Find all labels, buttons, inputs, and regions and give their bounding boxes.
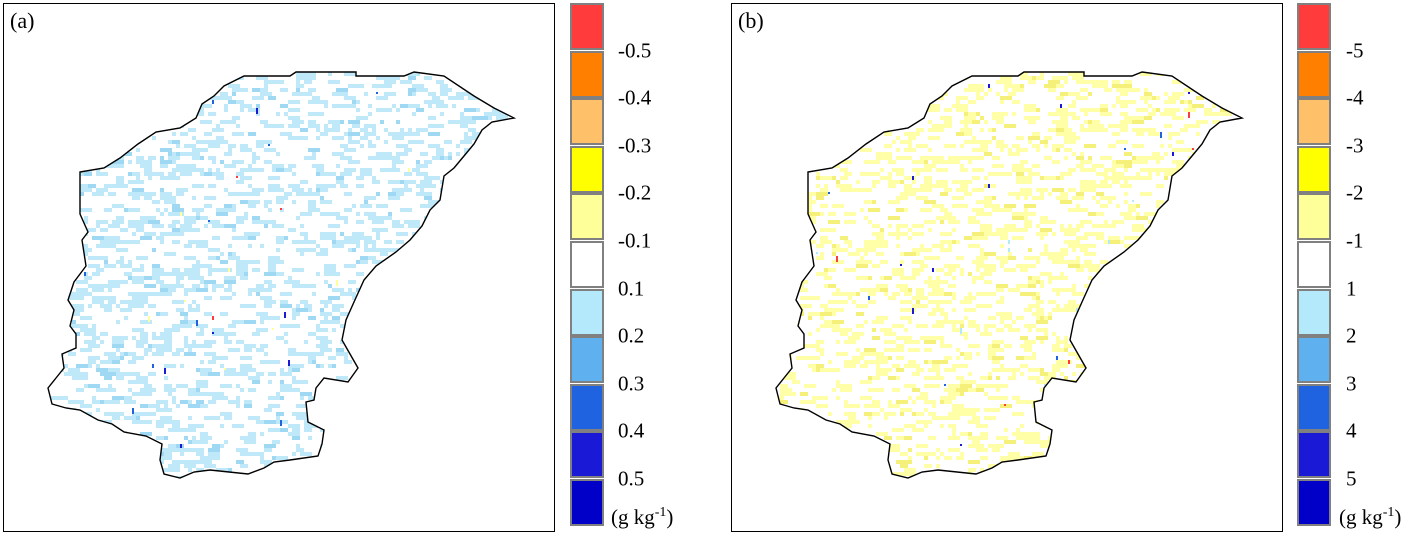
colorbar-swatch — [570, 241, 604, 288]
colorbar-tick-label: -0.5 — [618, 38, 652, 63]
colorbar-swatch — [1297, 145, 1331, 193]
colorbar-tick-label: -5 — [1346, 38, 1364, 63]
colorbar-swatch — [1297, 431, 1331, 479]
colorbar-swatch — [570, 383, 604, 431]
colorbar-tick-label: -4 — [1346, 85, 1364, 110]
colorbar-unit-a: (g kg-1) — [611, 505, 674, 529]
colorbar-tick-label: 0.4 — [618, 418, 645, 443]
colorbar-swatch — [570, 431, 604, 479]
colorbar-swatch — [570, 479, 604, 526]
colorbar-swatch — [570, 98, 604, 146]
map-pixel-field — [48, 72, 514, 478]
colorbar-tick-label: -0.2 — [618, 180, 652, 205]
colorbar-swatch — [1297, 193, 1331, 241]
colorbar-tick-label: 3 — [1346, 371, 1357, 396]
map-pixel-field — [776, 72, 1242, 478]
colorbar-swatch — [570, 336, 604, 384]
colorbar-swatch — [570, 50, 604, 98]
colorbar-tick-label: -1 — [1346, 228, 1364, 253]
colorbar-tick-label: 1 — [1346, 276, 1357, 301]
colorbar-tick-label: 5 — [1346, 466, 1357, 491]
colorbar-unit-b: (g kg-1) — [1339, 505, 1402, 529]
colorbar-swatch — [1297, 241, 1331, 288]
colorbar-swatch — [1297, 98, 1331, 146]
map-b — [775, 71, 1245, 479]
region-boundary — [775, 71, 1245, 479]
colorbar-swatch — [570, 145, 604, 193]
colorbar-tick-label: 0.2 — [618, 323, 645, 348]
colorbar-swatch — [570, 193, 604, 241]
colorbar-tick-label: -2 — [1346, 180, 1364, 205]
colorbar-tick-label: -0.3 — [618, 133, 652, 158]
colorbar-tick-label: -0.1 — [618, 228, 652, 253]
colorbar-tick-label: 0.5 — [618, 466, 645, 491]
colorbar-swatch — [1297, 288, 1331, 336]
colorbar-tick-label: 0.3 — [618, 371, 645, 396]
colorbar-swatch — [1297, 336, 1331, 384]
colorbar-tick-label: -3 — [1346, 133, 1364, 158]
colorbar-tick-label: 2 — [1346, 323, 1357, 348]
colorbar-swatch — [1297, 50, 1331, 98]
colorbar-swatch — [570, 3, 604, 50]
colorbar-swatch — [1297, 3, 1331, 50]
colorbar-swatch — [1297, 383, 1331, 431]
colorbar-swatch — [1297, 479, 1331, 526]
region-boundary — [47, 71, 517, 479]
map-a — [47, 71, 517, 479]
panel-label-b: (b) — [738, 8, 764, 33]
map-panel-b: (b) — [731, 3, 1283, 532]
colorbar-tick-label: -0.4 — [618, 85, 652, 110]
colorbar-swatch — [570, 288, 604, 336]
map-panel-a: (a) — [3, 3, 555, 532]
colorbar-tick-label: 4 — [1346, 418, 1357, 443]
panel-label-a: (a) — [10, 8, 35, 33]
colorbar-tick-label: 0.1 — [618, 276, 645, 301]
